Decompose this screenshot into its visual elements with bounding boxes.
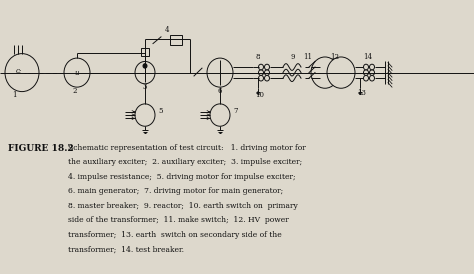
Text: c:: c: bbox=[16, 67, 22, 76]
Text: 4: 4 bbox=[165, 26, 169, 35]
Text: 8: 8 bbox=[256, 53, 260, 61]
Bar bbox=[141, 48, 149, 56]
Text: transformer;  14. test breaker.: transformer; 14. test breaker. bbox=[68, 246, 184, 253]
Text: 6: 6 bbox=[218, 87, 222, 95]
Text: 12: 12 bbox=[330, 53, 339, 61]
Circle shape bbox=[264, 70, 270, 75]
Text: 6. main generator;  7. driving motor for main generator;: 6. main generator; 7. driving motor for … bbox=[68, 187, 283, 195]
Circle shape bbox=[258, 64, 264, 70]
Circle shape bbox=[315, 64, 319, 70]
Circle shape bbox=[135, 61, 155, 84]
Circle shape bbox=[315, 75, 319, 81]
Text: 14: 14 bbox=[364, 53, 373, 61]
Text: 4. impulse resistance;  5. driving motor for impulse exciter;: 4. impulse resistance; 5. driving motor … bbox=[68, 173, 296, 181]
Circle shape bbox=[327, 57, 355, 88]
Circle shape bbox=[258, 75, 264, 81]
Text: Schematic representation of test circuit:   1. driving motor for: Schematic representation of test circuit… bbox=[68, 144, 306, 152]
Text: 5: 5 bbox=[158, 107, 163, 115]
Text: 1: 1 bbox=[12, 91, 16, 99]
Circle shape bbox=[210, 104, 230, 126]
Circle shape bbox=[207, 58, 233, 87]
Circle shape bbox=[370, 70, 374, 75]
Circle shape bbox=[143, 64, 147, 68]
Text: 10: 10 bbox=[255, 91, 264, 99]
Circle shape bbox=[364, 75, 368, 81]
Circle shape bbox=[370, 64, 374, 70]
Circle shape bbox=[370, 75, 374, 81]
Text: 9: 9 bbox=[291, 53, 295, 61]
Text: the auxiliary exciter;  2. auxiliary exciter;  3. impulse exciter;: the auxiliary exciter; 2. auxiliary exci… bbox=[68, 158, 302, 166]
Circle shape bbox=[264, 75, 270, 81]
Bar bbox=[170, 35, 182, 45]
Text: 13: 13 bbox=[357, 89, 366, 97]
Circle shape bbox=[135, 104, 155, 126]
Text: 11: 11 bbox=[303, 53, 312, 61]
Text: transformer;  13. earth  switch on secondary side of the: transformer; 13. earth switch on seconda… bbox=[68, 231, 282, 239]
Text: 3: 3 bbox=[143, 83, 147, 91]
Text: 8. master breaker;  9. reactor;  10. earth switch on  primary: 8. master breaker; 9. reactor; 10. earth… bbox=[68, 202, 298, 210]
Circle shape bbox=[364, 64, 368, 70]
Text: side of the transformer;  11. make switch;  12. HV  power: side of the transformer; 11. make switch… bbox=[68, 216, 289, 224]
Text: FIGURE 18.2: FIGURE 18.2 bbox=[8, 144, 74, 153]
Circle shape bbox=[264, 64, 270, 70]
Circle shape bbox=[364, 70, 368, 75]
Text: 7: 7 bbox=[233, 107, 237, 115]
Circle shape bbox=[258, 70, 264, 75]
Text: 2: 2 bbox=[73, 87, 77, 95]
Circle shape bbox=[64, 58, 90, 87]
Circle shape bbox=[311, 57, 339, 88]
Circle shape bbox=[315, 70, 319, 75]
Circle shape bbox=[5, 54, 39, 92]
Text: u: u bbox=[75, 68, 79, 77]
